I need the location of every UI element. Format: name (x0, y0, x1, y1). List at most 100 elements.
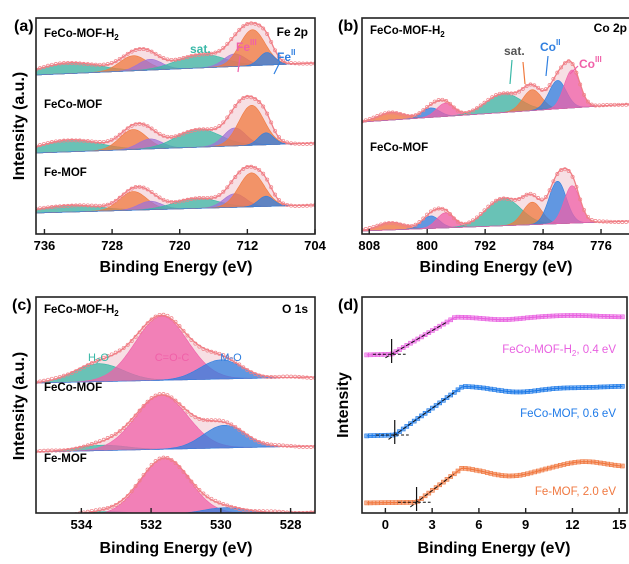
raw-point (93, 139, 98, 144)
raw-point (49, 62, 54, 67)
raw-point (133, 334, 138, 339)
raw-point (265, 32, 270, 36)
x-tick-label: 15 (612, 517, 626, 532)
raw-point (509, 197, 514, 202)
panel-b-series-label-feco-mof-h2: FeCo-MOF-H2 (370, 25, 445, 39)
raw-point (528, 191, 533, 196)
raw-point (467, 220, 472, 225)
raw-point (93, 359, 98, 364)
raw-point (578, 82, 583, 87)
raw-point (363, 227, 368, 231)
raw-point (42, 378, 46, 383)
series-c-1 (36, 312, 315, 385)
raw-point (213, 126, 218, 131)
raw-point (57, 61, 62, 66)
raw-point (273, 374, 278, 379)
raw-point (105, 202, 110, 207)
series-c-2 (36, 392, 315, 454)
raw-point (38, 66, 42, 71)
raw-point (593, 103, 598, 108)
raw-point (616, 220, 621, 224)
raw-point (145, 467, 150, 472)
raw-point (229, 37, 234, 42)
raw-point (42, 64, 46, 69)
raw-point (281, 138, 286, 143)
raw-point (543, 195, 548, 200)
raw-point (249, 370, 254, 375)
panel-b-arrow-co3 (569, 65, 579, 75)
panel-d-series-label-fe-mof: Fe-MOF, 2.0 eV (535, 486, 616, 498)
raw-point (129, 489, 134, 494)
vb-series-1 (364, 313, 625, 363)
raw-point (145, 399, 150, 404)
vb-point (382, 500, 388, 506)
raw-point (225, 185, 230, 190)
raw-point (153, 314, 158, 319)
x-tick-label: 6 (475, 517, 482, 532)
raw-point (177, 199, 182, 204)
raw-point (181, 198, 186, 203)
raw-point (309, 203, 313, 208)
panel-c-frame (35, 296, 316, 514)
panel-b-arrow-orange (522, 61, 526, 85)
raw-point (197, 416, 202, 421)
raw-point (482, 208, 487, 213)
raw-point (125, 126, 130, 131)
raw-point (73, 446, 78, 451)
raw-point (97, 439, 102, 444)
vb-point (455, 468, 461, 474)
fit-peak-7 (362, 185, 629, 232)
raw-point (141, 185, 146, 190)
panel-c-series-label-feco-mof: FeCo-MOF (44, 382, 102, 394)
raw-point (173, 398, 178, 403)
raw-point (524, 84, 529, 88)
x-tick-label: 532 (140, 517, 162, 532)
raw-point (293, 444, 298, 449)
raw-point (161, 312, 166, 317)
raw-point (97, 62, 102, 67)
raw-point (193, 341, 198, 346)
raw-point (129, 123, 134, 128)
raw-point (237, 99, 242, 104)
panel-a-arrow-fe3 (237, 55, 241, 73)
raw-point (209, 418, 214, 423)
vb-point (404, 423, 410, 429)
panel-d: 0 3 6 9 12 15 (d) FeCo-MOF-H2, 0.4 eV FeCo-MO… (335, 296, 628, 557)
raw-point (233, 506, 238, 510)
panel-d-xlabel: Binding Energy (eV) (418, 540, 571, 557)
raw-point (570, 62, 575, 67)
panel-c-ylabel: Intensity (a.u.) (11, 352, 28, 460)
raw-point (309, 375, 313, 380)
raw-point (169, 199, 174, 204)
raw-point (532, 83, 537, 88)
raw-point (285, 140, 290, 145)
raw-point (161, 133, 166, 138)
raw-point (125, 342, 130, 347)
raw-point (233, 175, 238, 179)
fit-peak-3 (36, 359, 315, 384)
raw-point (620, 102, 625, 107)
raw-point (269, 375, 274, 379)
raw-point (425, 212, 430, 217)
raw-point (113, 350, 118, 355)
raw-point (149, 126, 154, 131)
raw-point (181, 131, 186, 136)
raw-point (616, 102, 621, 107)
raw-point (57, 204, 62, 209)
raw-point (205, 195, 210, 200)
panel-b-frame (361, 17, 629, 235)
raw-point (133, 48, 138, 52)
raw-point (539, 87, 544, 92)
raw-point (269, 185, 274, 190)
fit-peak-7 (36, 52, 315, 76)
vb-point (455, 387, 461, 393)
raw-point (209, 51, 214, 56)
raw-point (113, 431, 118, 436)
raw-point (125, 51, 130, 56)
raw-point (524, 192, 529, 197)
raw-point (237, 27, 242, 32)
raw-point (589, 218, 594, 222)
fit-peak-3 (36, 425, 315, 453)
fit-peak-2 (36, 395, 315, 453)
